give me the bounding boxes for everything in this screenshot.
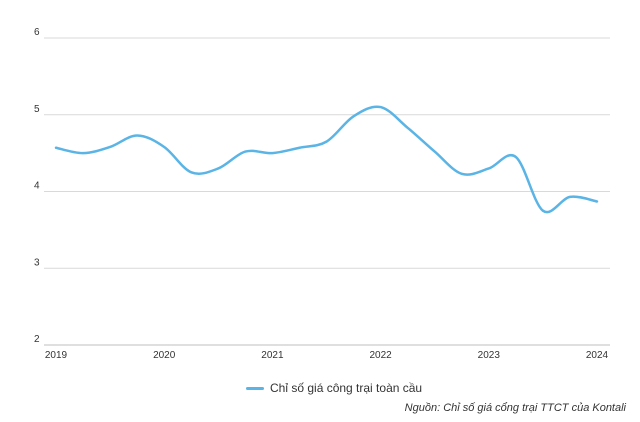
- x-tick-label: 2019: [45, 350, 68, 361]
- x-tick-label: 2022: [369, 350, 392, 361]
- source-note: Nguồn: Chỉ số giá cổng trại TTCT của Kon…: [404, 402, 626, 414]
- series-line-0: [54, 105, 599, 214]
- legend-swatch: [246, 386, 264, 390]
- x-tick-label: 2024: [586, 350, 609, 361]
- y-axis-ticks: 2 3 4 5 6: [34, 27, 40, 345]
- legend-label: Chỉ số giá công trại toàn cầu: [270, 381, 423, 395]
- x-axis-ticks: 2019 2020 2021 2022 2023 2024: [45, 350, 609, 361]
- x-tick-label: 2021: [261, 350, 284, 361]
- y-tick-label: 4: [34, 181, 40, 192]
- y-tick-label: 5: [34, 104, 40, 115]
- y-tick-label: 3: [34, 257, 40, 268]
- x-tick-label: 2023: [478, 350, 501, 361]
- x-tick-label: 2020: [153, 350, 176, 361]
- legend: Chỉ số giá công trại toàn cầu: [246, 381, 422, 395]
- series-layer: [54, 105, 599, 214]
- y-tick-label: 6: [34, 27, 40, 38]
- grid-lines: [44, 37, 610, 346]
- y-tick-label: 2: [34, 334, 40, 345]
